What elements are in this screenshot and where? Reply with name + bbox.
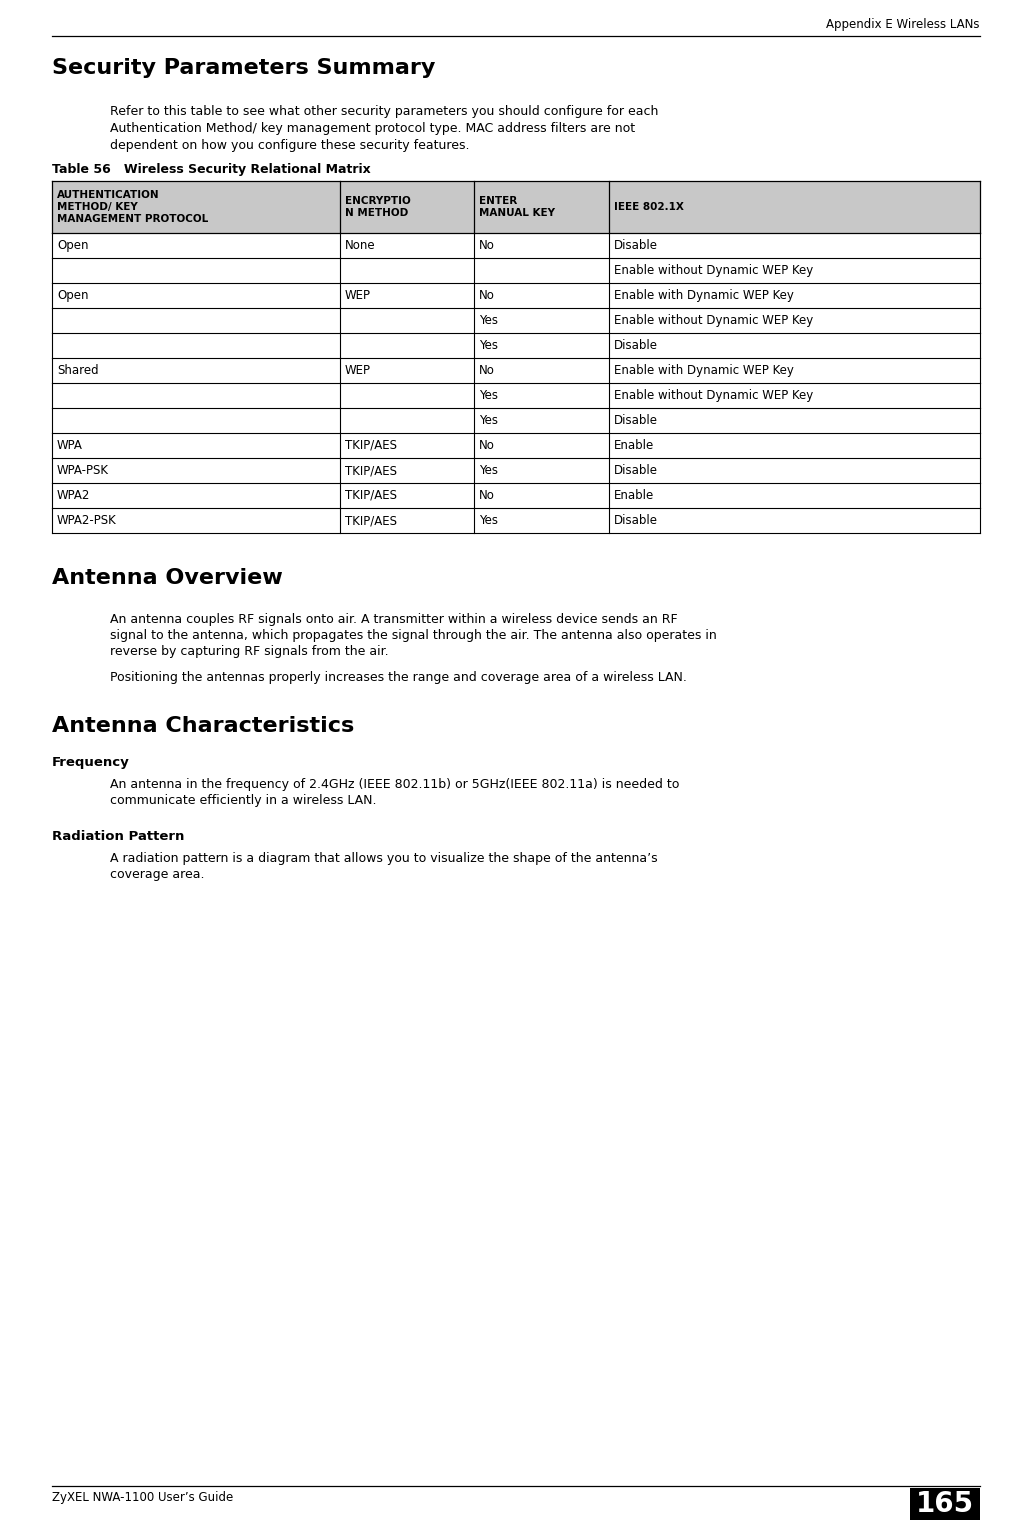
Text: communicate efficiently in a wireless LAN.: communicate efficiently in a wireless LA… [110, 794, 377, 808]
Text: Yes: Yes [479, 338, 498, 352]
Text: Disable: Disable [614, 415, 658, 427]
Text: Authentication Method/ key management protocol type. MAC address filters are not: Authentication Method/ key management pr… [110, 122, 635, 136]
Text: No: No [479, 489, 495, 501]
Text: coverage area.: coverage area. [110, 869, 205, 881]
Text: Open: Open [57, 290, 89, 302]
Text: 165: 165 [916, 1490, 974, 1518]
Text: WPA2-PSK: WPA2-PSK [57, 514, 117, 527]
Text: Positioning the antennas properly increases the range and coverage area of a wir: Positioning the antennas properly increa… [110, 671, 687, 684]
Text: Radiation Pattern: Radiation Pattern [52, 831, 184, 843]
Text: Open: Open [57, 239, 89, 251]
Text: WPA: WPA [57, 439, 82, 453]
Text: Enable: Enable [614, 489, 654, 501]
Text: Table 56   Wireless Security Relational Matrix: Table 56 Wireless Security Relational Ma… [52, 163, 371, 175]
Text: ZyXEL NWA-1100 User’s Guide: ZyXEL NWA-1100 User’s Guide [52, 1490, 233, 1504]
Text: Yes: Yes [479, 514, 498, 527]
Text: Enable without Dynamic WEP Key: Enable without Dynamic WEP Key [614, 389, 813, 402]
Text: No: No [479, 364, 495, 376]
Text: Enable with Dynamic WEP Key: Enable with Dynamic WEP Key [614, 290, 794, 302]
Text: WPA2: WPA2 [57, 489, 91, 501]
Text: WEP: WEP [345, 290, 371, 302]
Text: reverse by capturing RF signals from the air.: reverse by capturing RF signals from the… [110, 645, 389, 658]
Text: No: No [479, 290, 495, 302]
Text: Enable with Dynamic WEP Key: Enable with Dynamic WEP Key [614, 364, 794, 376]
Text: Antenna Overview: Antenna Overview [52, 568, 283, 588]
Bar [52, 181, 980, 233]
Text: Frequency: Frequency [52, 756, 129, 770]
Text: No: No [479, 239, 495, 251]
Text: An antenna couples RF signals onto air. A transmitter within a wireless device s: An antenna couples RF signals onto air. … [110, 613, 678, 626]
Text: Shared: Shared [57, 364, 99, 376]
Text: AUTHENTICATION
METHOD/ KEY
MANAGEMENT PROTOCOL: AUTHENTICATION METHOD/ KEY MANAGEMENT PR… [57, 190, 209, 224]
Text: Enable without Dynamic WEP Key: Enable without Dynamic WEP Key [614, 314, 813, 328]
Text: Security Parameters Summary: Security Parameters Summary [52, 58, 436, 78]
Text: signal to the antenna, which propagates the signal through the air. The antenna : signal to the antenna, which propagates … [110, 629, 717, 642]
Text: Refer to this table to see what other security parameters you should configure f: Refer to this table to see what other se… [110, 105, 659, 117]
Text: TKIP/AES: TKIP/AES [345, 514, 397, 527]
Text: None: None [345, 239, 376, 251]
Text: ENTER
MANUAL KEY: ENTER MANUAL KEY [479, 197, 555, 218]
Text: An antenna in the frequency of 2.4GHz (IEEE 802.11b) or 5GHz(IEEE 802.11a) is ne: An antenna in the frequency of 2.4GHz (I… [110, 777, 679, 791]
Bar [910, 1487, 980, 1519]
Text: Antenna Characteristics: Antenna Characteristics [52, 716, 354, 736]
Text: Appendix E Wireless LANs: Appendix E Wireless LANs [827, 18, 980, 30]
Text: Disable: Disable [614, 514, 658, 527]
Text: Yes: Yes [479, 314, 498, 328]
Text: Disable: Disable [614, 463, 658, 477]
Text: Disable: Disable [614, 239, 658, 251]
Text: Enable without Dynamic WEP Key: Enable without Dynamic WEP Key [614, 264, 813, 277]
Text: ENCRYPTIO
N METHOD: ENCRYPTIO N METHOD [345, 197, 410, 218]
Text: Yes: Yes [479, 463, 498, 477]
Text: WPA-PSK: WPA-PSK [57, 463, 109, 477]
Text: dependent on how you configure these security features.: dependent on how you configure these sec… [110, 139, 469, 152]
Text: TKIP/AES: TKIP/AES [345, 489, 397, 501]
Text: Yes: Yes [479, 389, 498, 402]
Text: WEP: WEP [345, 364, 371, 376]
Text: Enable: Enable [614, 439, 654, 453]
Text: Yes: Yes [479, 415, 498, 427]
Text: TKIP/AES: TKIP/AES [345, 439, 397, 453]
Text: No: No [479, 439, 495, 453]
Text: Disable: Disable [614, 338, 658, 352]
Text: A radiation pattern is a diagram that allows you to visualize the shape of the a: A radiation pattern is a diagram that al… [110, 852, 658, 866]
Text: IEEE 802.1X: IEEE 802.1X [614, 203, 684, 212]
Text: TKIP/AES: TKIP/AES [345, 463, 397, 477]
